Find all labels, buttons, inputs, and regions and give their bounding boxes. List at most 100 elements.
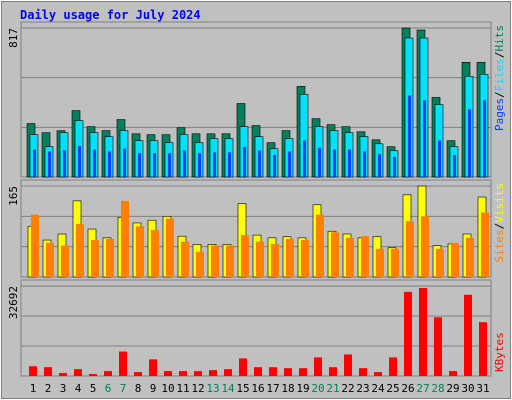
bar [389, 357, 397, 376]
bar [316, 214, 324, 277]
bar [468, 109, 471, 177]
bar [303, 140, 306, 177]
bar [479, 322, 487, 376]
x-tick-label: 28 [431, 382, 444, 395]
bar [228, 152, 231, 177]
bar [464, 294, 472, 376]
bar [119, 351, 127, 376]
x-tick-label: 4 [75, 382, 82, 395]
bar [419, 287, 427, 376]
bar [198, 153, 201, 177]
bar [239, 358, 247, 376]
x-tick-label: 15 [236, 382, 249, 395]
legend-entry: KBytes [493, 332, 506, 372]
bar [61, 245, 69, 277]
x-tick-label: 1 [30, 382, 37, 395]
x-tick-label: 30 [461, 382, 474, 395]
bar [483, 100, 486, 177]
bar [48, 151, 51, 177]
x-tick-label: 31 [476, 382, 489, 395]
bar [121, 200, 129, 277]
bar [363, 151, 366, 177]
bar [74, 369, 82, 376]
bar [226, 245, 234, 277]
bar [78, 145, 81, 177]
legend: Pages/Files/Hits [493, 25, 506, 131]
bar [123, 148, 126, 177]
bar [271, 243, 279, 277]
legend-entry: Pages [493, 98, 506, 131]
bar [344, 354, 352, 376]
bar [59, 373, 67, 376]
bar [376, 248, 384, 277]
bar [408, 95, 411, 177]
bar [224, 369, 232, 376]
bar [196, 251, 204, 277]
bar [449, 371, 457, 376]
legend-separator: / [493, 52, 506, 59]
y-tick-label: 165 [7, 186, 20, 206]
x-tick-label: 21 [326, 382, 339, 395]
bar [151, 230, 159, 277]
x-tick-label: 6 [105, 382, 112, 395]
bar [404, 291, 412, 376]
bar [91, 240, 99, 277]
bar [284, 368, 292, 376]
bar [329, 367, 337, 376]
bar [301, 240, 309, 277]
bar [134, 372, 142, 376]
bar [269, 367, 277, 376]
bar [258, 150, 261, 177]
y-tick-label: 32692 [7, 286, 20, 319]
x-tick-label: 19 [296, 382, 309, 395]
bar [213, 152, 216, 177]
bar [179, 371, 187, 376]
bar [331, 232, 339, 277]
bar [194, 371, 202, 376]
legend-separator: / [493, 91, 506, 98]
x-tick-label: 26 [401, 382, 414, 395]
x-tick-label: 23 [356, 382, 369, 395]
legend: KBytes [493, 332, 506, 372]
bar [406, 221, 414, 277]
bar [33, 149, 36, 177]
bar [393, 156, 396, 177]
bar [243, 146, 246, 177]
x-tick-label: 24 [371, 382, 385, 395]
x-tick-label: 13 [206, 382, 219, 395]
bar [76, 224, 84, 277]
legend-entry: Sites [493, 229, 506, 262]
x-tick-label: 16 [251, 382, 264, 395]
bar [453, 155, 456, 177]
x-tick-label: 20 [311, 382, 324, 395]
bar [44, 367, 52, 376]
bar [29, 366, 37, 376]
bar [466, 237, 474, 277]
bar [89, 374, 97, 376]
x-tick-label: 22 [341, 382, 354, 395]
bar [359, 368, 367, 376]
bar [241, 235, 249, 277]
bar [209, 370, 217, 376]
x-tick-label: 5 [90, 382, 97, 395]
bar [318, 147, 321, 177]
bar [288, 151, 291, 177]
x-tick-label: 3 [60, 382, 67, 395]
bar [106, 238, 114, 277]
x-tick-label: 8 [135, 382, 142, 395]
bar [481, 212, 489, 277]
legend-entry: Hits [493, 25, 506, 52]
bar [333, 149, 336, 177]
bar [451, 242, 459, 277]
bar [314, 357, 322, 376]
bar [436, 248, 444, 277]
bar [104, 371, 112, 376]
legend-separator: / [493, 223, 506, 230]
x-tick-label: 25 [386, 382, 399, 395]
x-tick-label: 2 [45, 382, 52, 395]
x-tick-label: 11 [176, 382, 189, 395]
bar [391, 248, 399, 277]
bar [93, 149, 96, 177]
